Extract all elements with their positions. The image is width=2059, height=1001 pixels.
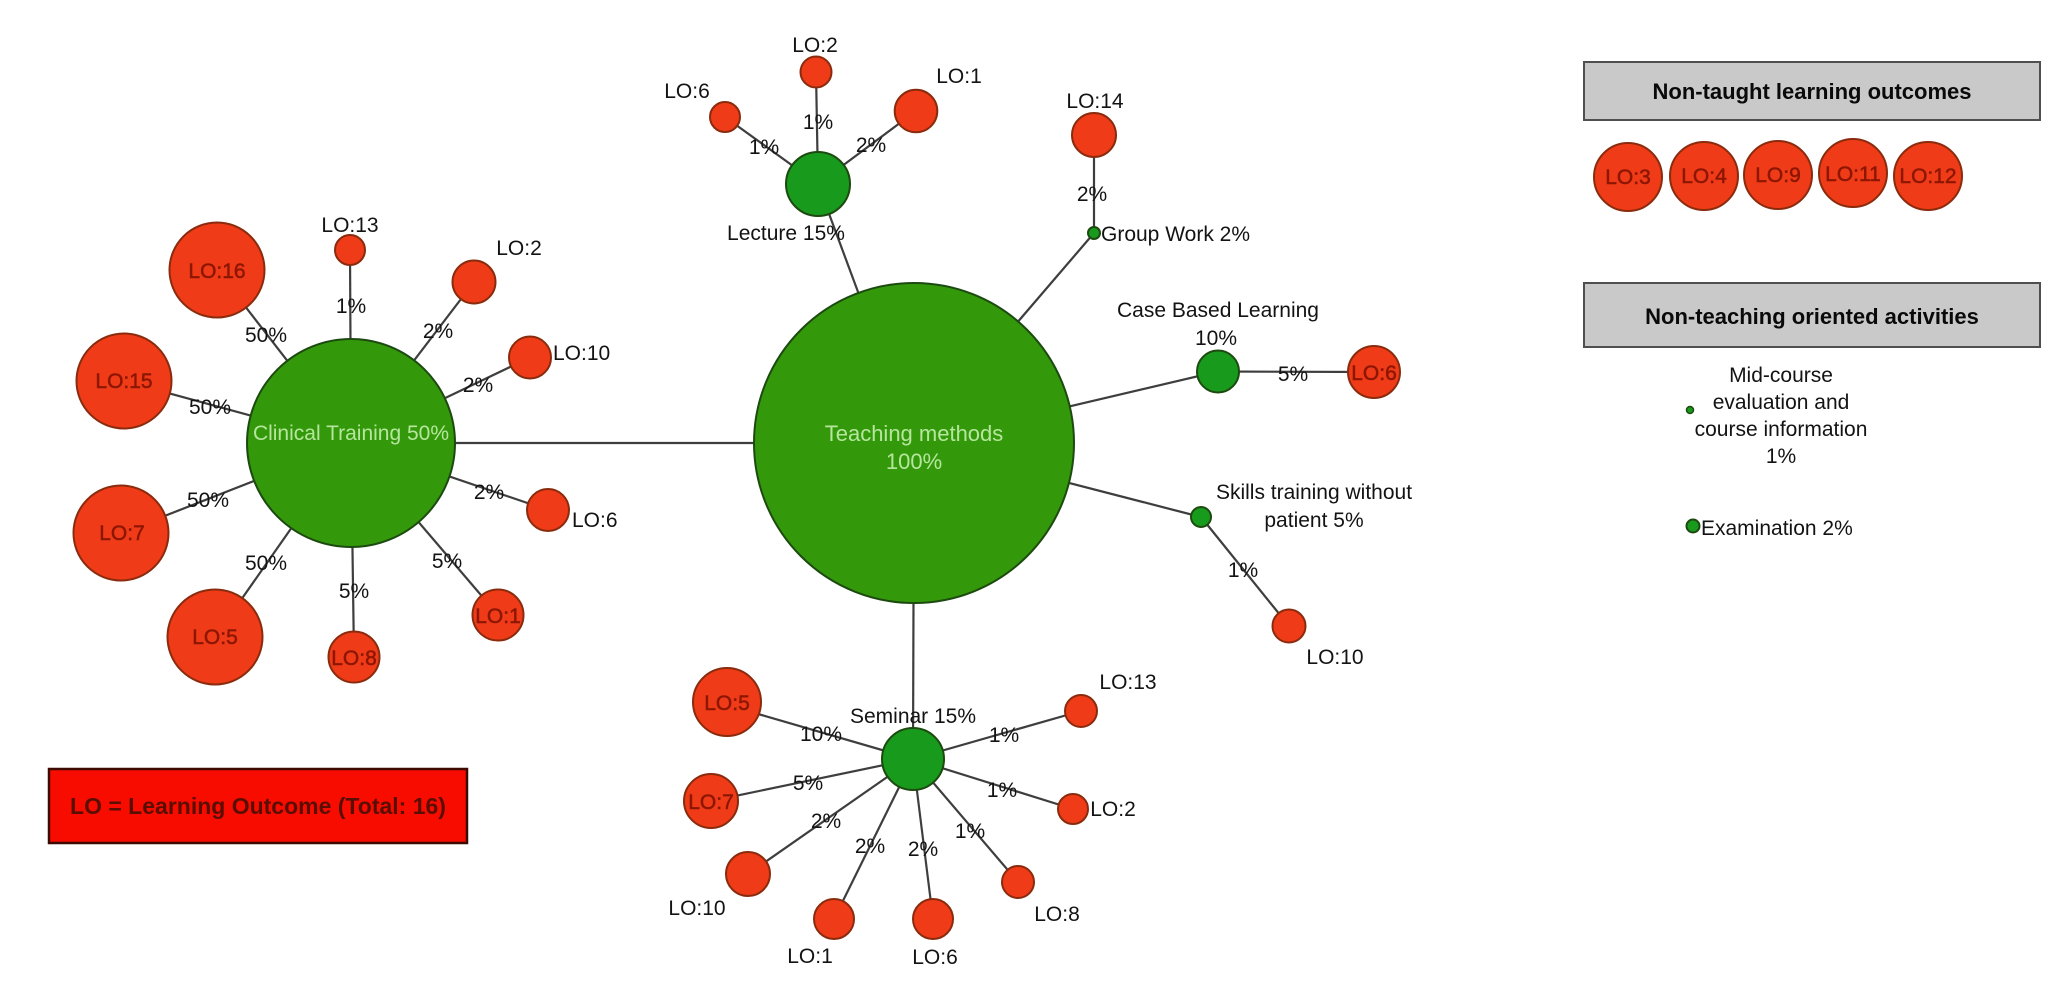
svg-text:Skills training without: Skills training without: [1216, 481, 1412, 504]
svg-text:Clinical Training 50%: Clinical Training 50%: [253, 422, 449, 445]
svg-text:1%: 1%: [1766, 445, 1796, 468]
svg-text:2%: 2%: [811, 810, 841, 833]
svg-text:1%: 1%: [987, 779, 1017, 802]
svg-text:50%: 50%: [245, 552, 287, 575]
svg-text:LO:9: LO:9: [1755, 164, 1801, 187]
svg-text:50%: 50%: [187, 489, 229, 512]
svg-text:LO:2: LO:2: [792, 34, 838, 57]
svg-text:Seminar 15%: Seminar 15%: [850, 705, 976, 728]
svg-text:Non-teaching oriented activiti: Non-teaching oriented activities: [1645, 304, 1979, 329]
svg-text:LO:6: LO:6: [572, 509, 618, 532]
svg-text:LO:6: LO:6: [912, 946, 958, 969]
svg-text:LO:10: LO:10: [668, 897, 725, 920]
svg-text:100%: 100%: [886, 449, 942, 474]
svg-text:LO = Learning Outcome (Total:: LO = Learning Outcome (Total: 16): [70, 793, 446, 819]
svg-text:LO:6: LO:6: [664, 80, 710, 103]
svg-text:LO:1: LO:1: [936, 65, 982, 88]
svg-text:2%: 2%: [463, 374, 493, 397]
svg-text:Teaching methods: Teaching methods: [825, 421, 1004, 446]
svg-text:Examination 2%: Examination 2%: [1701, 517, 1853, 540]
svg-text:LO:12: LO:12: [1899, 165, 1956, 188]
svg-text:LO:7: LO:7: [99, 522, 145, 545]
svg-text:10%: 10%: [800, 723, 842, 746]
svg-text:5%: 5%: [432, 550, 462, 573]
svg-text:LO:8: LO:8: [1034, 903, 1080, 926]
svg-text:LO:13: LO:13: [1099, 671, 1156, 694]
svg-text:1%: 1%: [955, 820, 985, 843]
svg-text:LO:2: LO:2: [496, 237, 542, 260]
svg-text:1%: 1%: [989, 724, 1019, 747]
svg-text:LO:15: LO:15: [95, 370, 152, 393]
svg-text:Lecture 15%: Lecture 15%: [727, 222, 845, 245]
svg-text:1%: 1%: [749, 136, 779, 159]
svg-text:LO:10: LO:10: [553, 342, 610, 365]
svg-text:1%: 1%: [336, 295, 366, 318]
svg-text:patient 5%: patient 5%: [1264, 509, 1363, 532]
svg-text:LO:7: LO:7: [688, 791, 734, 814]
svg-text:LO:10: LO:10: [1306, 646, 1363, 669]
svg-text:LO:5: LO:5: [704, 692, 750, 715]
svg-text:1%: 1%: [1228, 559, 1258, 582]
svg-text:course information: course information: [1695, 418, 1868, 441]
svg-text:LO:16: LO:16: [188, 260, 245, 283]
svg-text:Group Work 2%: Group Work 2%: [1101, 223, 1250, 246]
svg-text:LO:6: LO:6: [1351, 362, 1397, 385]
svg-text:LO:11: LO:11: [1825, 163, 1881, 186]
svg-text:50%: 50%: [189, 396, 231, 419]
svg-text:LO:1: LO:1: [787, 945, 833, 968]
svg-text:2%: 2%: [474, 481, 504, 504]
svg-text:5%: 5%: [339, 580, 369, 603]
svg-text:2%: 2%: [856, 134, 886, 157]
svg-text:LO:5: LO:5: [192, 626, 238, 649]
svg-text:2%: 2%: [423, 320, 453, 343]
svg-text:5%: 5%: [1278, 363, 1308, 386]
svg-text:LO:1: LO:1: [475, 605, 521, 628]
svg-text:2%: 2%: [1077, 183, 1107, 206]
svg-text:LO:14: LO:14: [1066, 90, 1124, 113]
svg-text:evaluation and: evaluation and: [1713, 391, 1850, 414]
svg-text:LO:2: LO:2: [1090, 798, 1136, 821]
svg-text:LO:4: LO:4: [1681, 165, 1727, 188]
svg-text:Non-taught learning outcomes: Non-taught learning outcomes: [1653, 79, 1972, 104]
svg-text:5%: 5%: [793, 772, 823, 795]
svg-text:LO:3: LO:3: [1605, 166, 1651, 189]
svg-text:LO:8: LO:8: [331, 647, 377, 670]
svg-text:2%: 2%: [855, 835, 885, 858]
svg-text:Case Based Learning: Case Based Learning: [1117, 299, 1319, 322]
svg-text:Mid-course: Mid-course: [1729, 364, 1833, 387]
svg-text:2%: 2%: [908, 838, 938, 861]
svg-text:1%: 1%: [803, 111, 833, 134]
svg-text:50%: 50%: [245, 324, 287, 347]
svg-text:10%: 10%: [1195, 327, 1237, 350]
svg-text:LO:13: LO:13: [321, 214, 378, 237]
